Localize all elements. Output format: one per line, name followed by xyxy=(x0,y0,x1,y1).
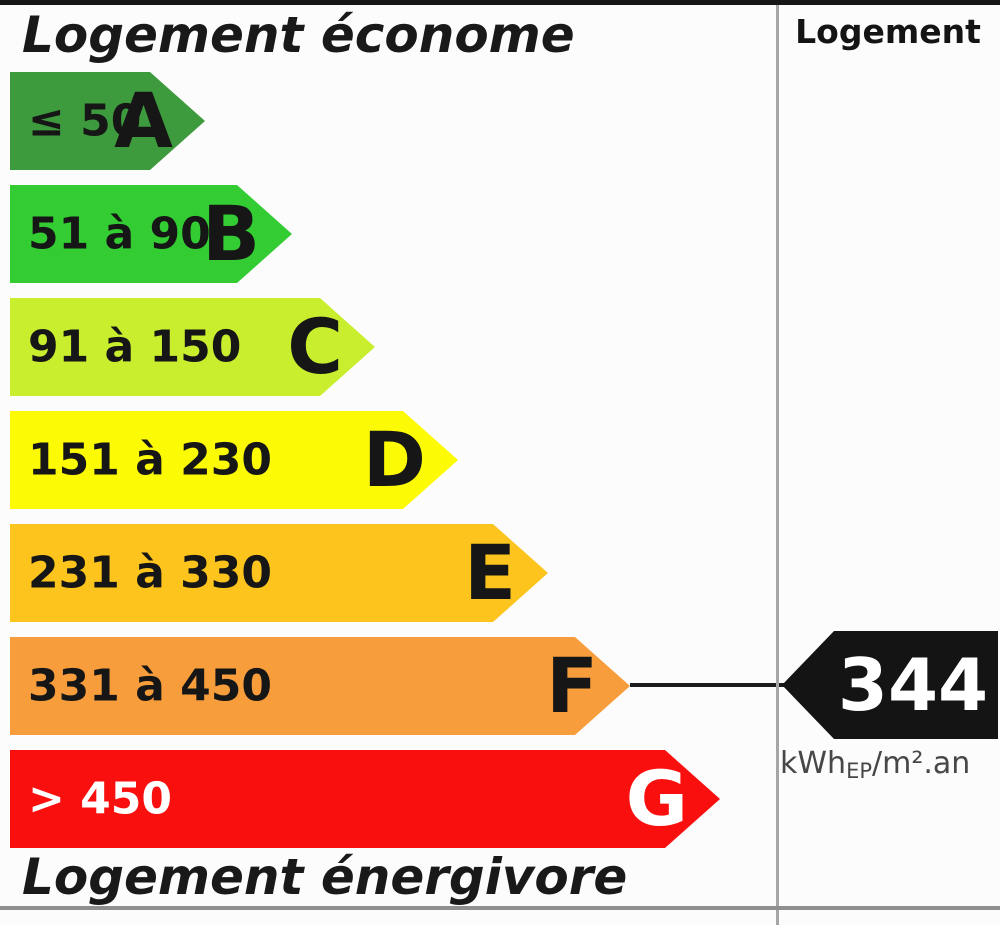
band-d-range: 151 à 230 xyxy=(28,434,273,486)
unit-kwh: kWh xyxy=(780,746,847,781)
energy-band-c: 91 à 150 C xyxy=(10,298,375,396)
energy-band-g: > 450 G xyxy=(10,750,720,848)
band-e-letter: E xyxy=(464,528,516,617)
economical-housing-title: Logement économe xyxy=(22,6,575,64)
energy-band-d: 151 à 230 D xyxy=(10,411,458,509)
energy-unit-label: kWhEP/m².an xyxy=(780,746,998,783)
unit-ep-subscript: EP xyxy=(846,759,872,783)
band-b-letter: B xyxy=(202,189,260,278)
band-g-range: > 450 xyxy=(28,773,173,825)
energy-band-a: ≤ 50 A xyxy=(10,72,205,170)
band-b-range: 51 à 90 xyxy=(28,208,211,260)
energy-band-b: 51 à 90 B xyxy=(10,185,292,283)
energy-value: 344 xyxy=(837,643,989,727)
band-c-letter: C xyxy=(287,302,343,391)
band-d-letter: D xyxy=(362,415,426,504)
energy-band-e: 231 à 330 E xyxy=(10,524,548,622)
housing-column-header: Logement xyxy=(795,12,981,51)
band-a-letter: A xyxy=(114,76,173,165)
band-e-range: 231 à 330 xyxy=(28,547,273,599)
band-g-letter: G xyxy=(625,754,688,843)
value-connector-line xyxy=(630,683,784,687)
band-c-range: 91 à 150 xyxy=(28,321,242,373)
unit-per-m2-year: /m².an xyxy=(872,746,971,781)
energy-guzzling-housing-title: Logement énergivore xyxy=(22,848,628,906)
top-border-line xyxy=(0,0,1000,5)
bottom-border-line xyxy=(0,906,1000,910)
band-a-range: ≤ 50 xyxy=(28,95,142,147)
value-arrow: 344 xyxy=(782,631,998,739)
band-f-letter: F xyxy=(546,641,598,730)
panel-divider-line xyxy=(776,5,779,925)
energy-band-f: 331 à 450 F xyxy=(10,637,630,735)
band-f-range: 331 à 450 xyxy=(28,660,273,712)
